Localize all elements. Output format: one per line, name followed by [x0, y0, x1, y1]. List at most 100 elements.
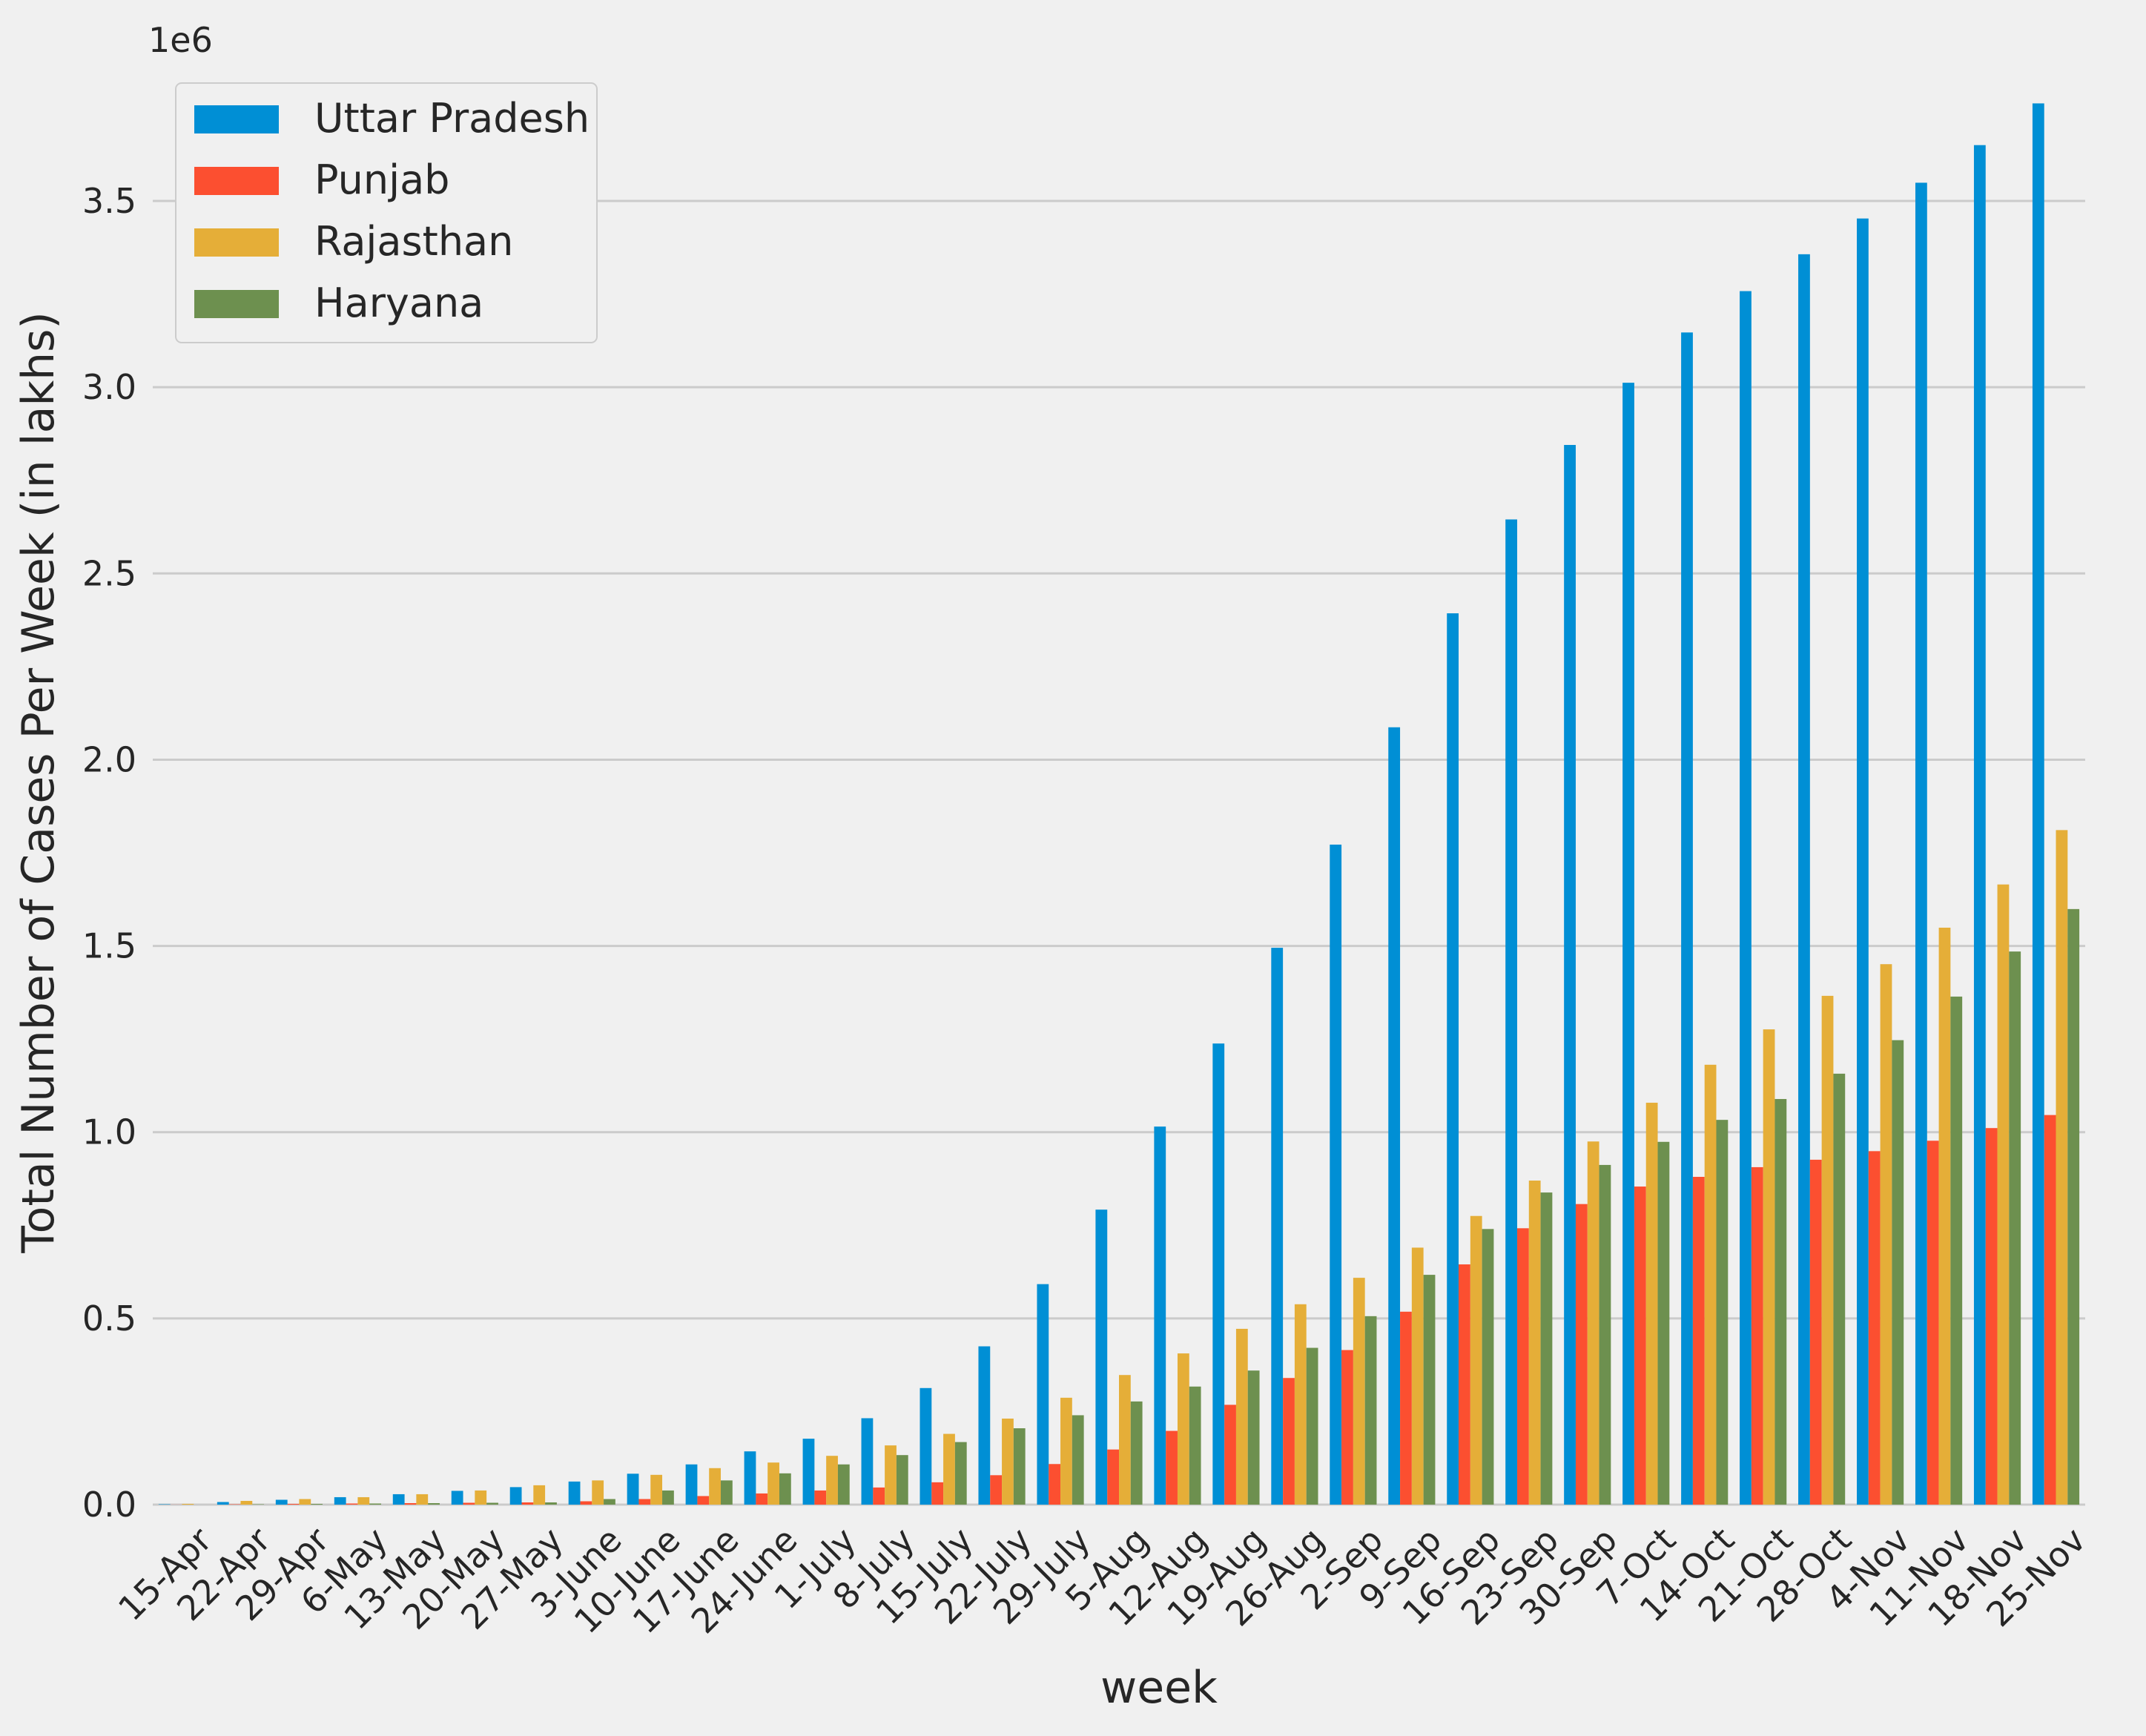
- bar: [217, 1502, 229, 1505]
- bar: [1985, 1128, 1998, 1505]
- bar: [1130, 1401, 1143, 1505]
- bar: [369, 1503, 381, 1505]
- bar: [475, 1490, 487, 1505]
- bar: [1330, 844, 1342, 1505]
- bar: [814, 1490, 827, 1505]
- bar: [1821, 995, 1834, 1505]
- bar: [802, 1439, 815, 1505]
- bar: [1704, 1064, 1717, 1505]
- y-tick-label: 2.0: [82, 739, 136, 779]
- bar: [1224, 1405, 1236, 1505]
- bar: [896, 1455, 908, 1505]
- legend-label: Uttar Pradesh: [314, 95, 590, 142]
- y-axis-label: Total Number of Cases Per Week (in lakhs…: [13, 311, 65, 1254]
- bar: [767, 1462, 779, 1505]
- bar: [1692, 1176, 1705, 1505]
- bar: [1575, 1204, 1588, 1505]
- legend-swatch: [194, 105, 279, 133]
- bar: [1002, 1418, 1014, 1505]
- bar: [2032, 103, 2044, 1505]
- bar: [568, 1481, 581, 1505]
- bar: [1880, 964, 1892, 1505]
- bar: [1353, 1278, 1365, 1505]
- bar: [1950, 996, 1963, 1505]
- legend-swatch: [194, 290, 279, 318]
- bar: [1341, 1350, 1353, 1505]
- bar: [1423, 1275, 1436, 1505]
- bar: [275, 1499, 288, 1505]
- bar: [451, 1491, 463, 1505]
- bar: [920, 1387, 932, 1505]
- bar: [357, 1496, 370, 1505]
- y-tick-labels: 0.0 0.5 1.0 1.5 2.0 2.5 3.0 3.5: [82, 181, 136, 1525]
- bar: [861, 1418, 874, 1505]
- bar: [756, 1493, 768, 1505]
- bar: [954, 1442, 967, 1505]
- bar: [1763, 1029, 1775, 1505]
- bar: [943, 1433, 955, 1505]
- legend-swatch: [194, 228, 279, 257]
- bar: [1599, 1164, 1611, 1505]
- bar: [240, 1500, 253, 1505]
- bar: [2067, 908, 2080, 1505]
- bar: [533, 1485, 546, 1505]
- bar: [428, 1502, 440, 1505]
- bar: [2044, 1115, 2056, 1505]
- bar: [1868, 1151, 1881, 1505]
- bar: [990, 1475, 1003, 1505]
- y-tick-label: 1.0: [82, 1112, 136, 1152]
- bar: [1459, 1264, 1470, 1505]
- bar: [182, 1503, 194, 1505]
- bar: [604, 1499, 615, 1505]
- bar: [334, 1496, 346, 1505]
- bar: [1294, 1304, 1307, 1505]
- bar: [1095, 1209, 1108, 1505]
- legend: Uttar Pradesh Punjab Rajasthan Haryana: [175, 82, 598, 343]
- bar: [1271, 948, 1284, 1505]
- legend-label: Haryana: [314, 280, 483, 326]
- bar: [779, 1473, 791, 1505]
- bar: [1212, 1043, 1225, 1505]
- bar: [580, 1501, 592, 1505]
- legend-label: Punjab: [314, 156, 449, 203]
- bar: [1740, 291, 1752, 1505]
- y-tick-label: 0.0: [82, 1485, 136, 1525]
- bar: [709, 1468, 722, 1505]
- bar: [1235, 1328, 1248, 1505]
- bar: [1154, 1126, 1166, 1505]
- bar: [1540, 1192, 1553, 1505]
- legend-swatch: [194, 167, 279, 195]
- bar: [744, 1451, 756, 1505]
- bar: [1622, 383, 1634, 1505]
- bar: [252, 1504, 265, 1505]
- bar: [158, 1504, 171, 1505]
- bar: [1938, 927, 1951, 1505]
- bar: [299, 1499, 311, 1505]
- bar: [1681, 332, 1693, 1505]
- y-tick-label: 3.0: [82, 367, 136, 407]
- bar: [1388, 727, 1401, 1505]
- legend-label: Rajasthan: [314, 218, 513, 265]
- bar: [697, 1496, 710, 1505]
- bar: [1049, 1464, 1061, 1505]
- bar: [1833, 1073, 1846, 1505]
- bar: [2056, 830, 2068, 1505]
- bar: [1892, 1040, 1904, 1505]
- bar: [1809, 1159, 1822, 1505]
- y-tick-label: 2.5: [82, 553, 136, 593]
- bar: [404, 1502, 417, 1505]
- bar: [463, 1502, 475, 1505]
- y-tick-label: 1.5: [82, 926, 136, 966]
- bar: [721, 1480, 733, 1505]
- bar: [1973, 145, 1986, 1505]
- bar: [826, 1456, 838, 1505]
- bar: [287, 1503, 300, 1505]
- bar: [638, 1499, 651, 1505]
- bar: [592, 1480, 604, 1505]
- bar: [1400, 1311, 1412, 1505]
- bar: [521, 1502, 534, 1505]
- x-axis-label: week: [1100, 1662, 1218, 1714]
- bar: [1013, 1428, 1026, 1505]
- bar: [1037, 1284, 1049, 1505]
